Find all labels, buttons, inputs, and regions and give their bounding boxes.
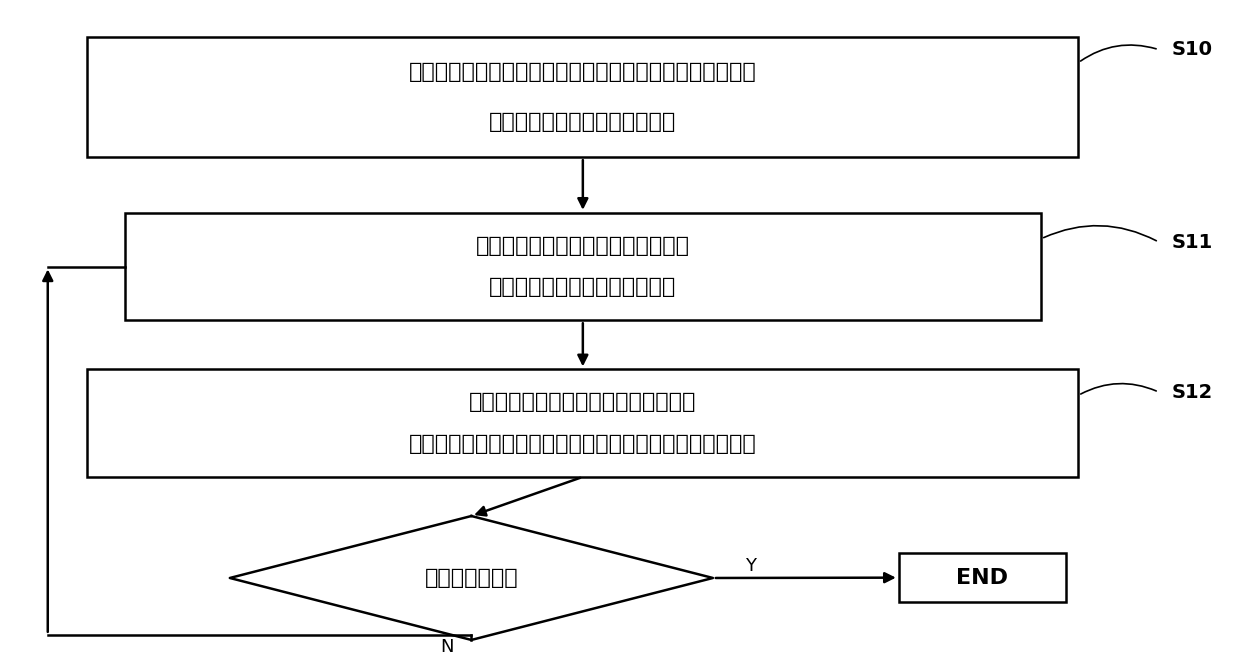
Bar <box>124 213 1042 320</box>
Text: 使所述激光发射模块对所述待去污基层的表面进行激光去污: 使所述激光发射模块对所述待去污基层的表面进行激光去污 <box>409 434 756 454</box>
Bar <box>899 553 1066 602</box>
Bar <box>87 369 1079 477</box>
Text: END: END <box>956 568 1008 587</box>
Text: 检测待去污基层的表面附着物状况，: 检测待去污基层的表面附着物状况， <box>476 236 689 255</box>
Text: Y: Y <box>744 557 755 576</box>
Text: 并匹配与其对应的激光发射模块: 并匹配与其对应的激光发射模块 <box>490 277 677 298</box>
Text: 预建立分析数据库，用于存储信号采集检测系统的检测结果: 预建立分析数据库，用于存储信号采集检测系统的检测结果 <box>409 62 756 82</box>
Text: S12: S12 <box>1172 383 1213 401</box>
Text: S11: S11 <box>1172 232 1213 251</box>
Text: S10: S10 <box>1172 40 1213 59</box>
Text: N: N <box>440 638 454 656</box>
Bar <box>87 36 1079 157</box>
Text: 与激光发射模块的对应匹配关系: 与激光发射模块的对应匹配关系 <box>490 112 677 132</box>
Text: 是否完成去污？: 是否完成去污？ <box>424 568 518 588</box>
Text: 打开并移动所述对应的激光发射模块，: 打开并移动所述对应的激光发射模块， <box>469 392 697 412</box>
